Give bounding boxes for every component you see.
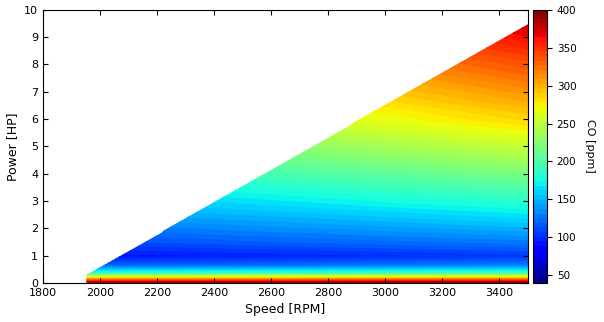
X-axis label: Speed [RPM]: Speed [RPM] <box>245 303 326 317</box>
Y-axis label: Power [HP]: Power [HP] <box>5 112 19 181</box>
Y-axis label: CO [ppm]: CO [ppm] <box>585 119 594 173</box>
